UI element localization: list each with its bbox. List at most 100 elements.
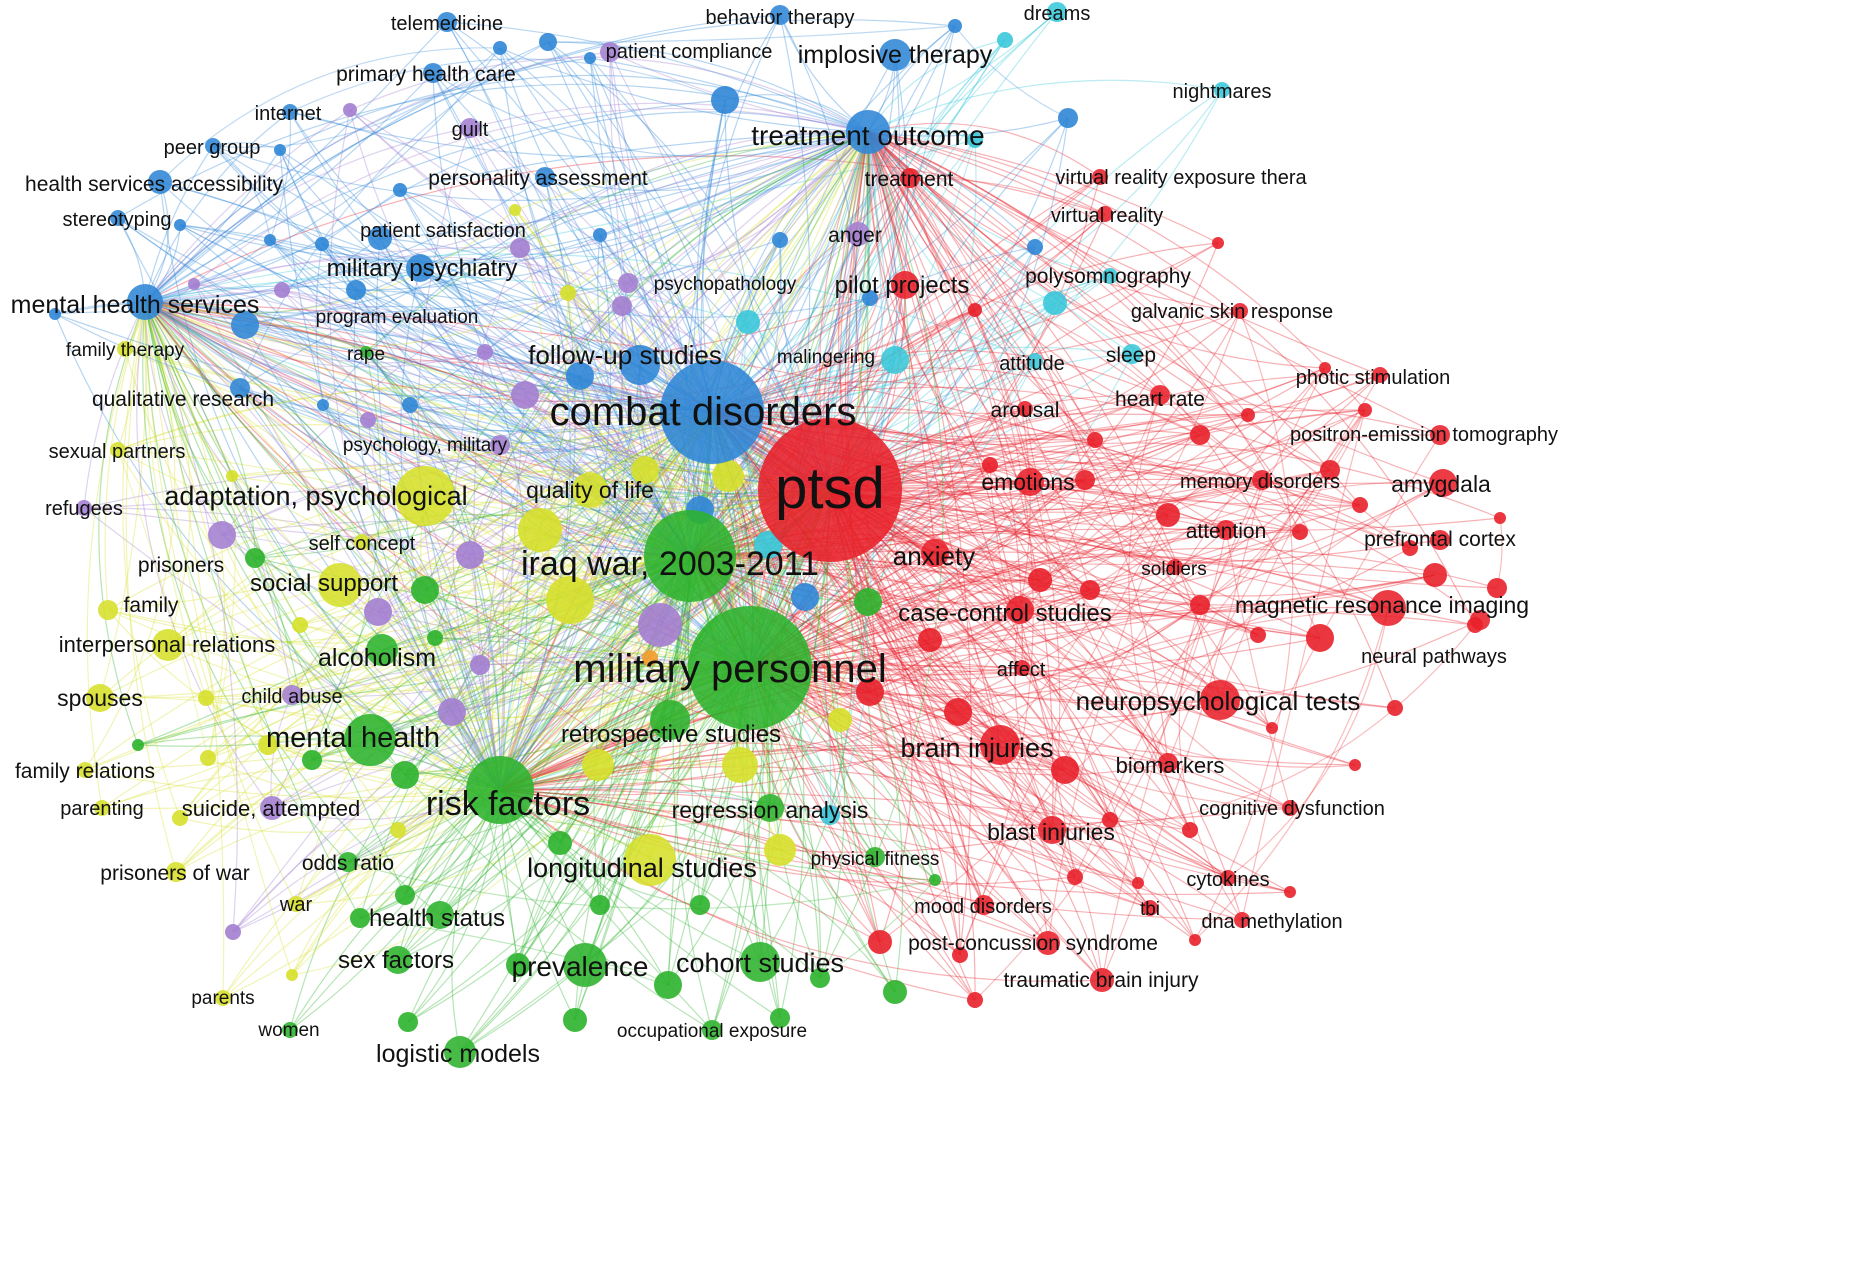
network-edge <box>349 109 691 557</box>
network-edge <box>867 131 1441 436</box>
network-edge <box>867 131 1201 606</box>
network-edge <box>499 789 936 881</box>
network-edge <box>749 310 1241 669</box>
node-dreams <box>1047 2 1067 22</box>
network-edge <box>1074 367 1326 878</box>
node-dot <box>722 747 758 783</box>
node-virtual-reality <box>1097 206 1113 222</box>
label-occupational-exposure: occupational exposure <box>617 1021 807 1042</box>
node-dot <box>968 303 982 317</box>
network-edge <box>689 555 1291 809</box>
network-edge <box>1159 394 1411 549</box>
network-edge <box>867 131 1326 369</box>
network-edge <box>954 25 1069 119</box>
network-edge <box>295 411 713 905</box>
network-edge <box>329 109 501 791</box>
label-interpersonal-relations: interpersonal relations <box>59 632 275 657</box>
network-edge <box>829 489 1191 831</box>
network-edge <box>144 301 233 477</box>
network-edge <box>867 131 896 361</box>
label-galvanic-skin-response: galvanic skin response <box>1131 301 1333 323</box>
network-edge <box>179 411 713 819</box>
network-edge <box>499 789 1243 921</box>
network-edge <box>239 387 713 444</box>
network-edge <box>144 301 453 713</box>
node-women <box>282 1022 298 1038</box>
network-edge <box>1047 514 1169 944</box>
node-dot <box>1292 524 1308 540</box>
network-edge <box>144 301 896 414</box>
node-dot <box>929 874 941 886</box>
network-edge <box>584 489 831 966</box>
network-edge <box>299 624 501 791</box>
network-edge <box>904 284 1161 396</box>
network-edge <box>289 555 691 1031</box>
label-women: women <box>257 1020 319 1041</box>
network-edge <box>867 131 936 554</box>
network-edge <box>179 555 691 819</box>
network-edge <box>711 411 805 1019</box>
label-longitudinal-studies: longitudinal studies <box>527 853 757 883</box>
network-edge <box>957 607 1389 713</box>
network-edge <box>205 489 831 699</box>
network-edge <box>125 301 177 873</box>
network-edge <box>867 131 1273 729</box>
network-edge <box>451 789 501 1053</box>
network-edge <box>519 131 869 249</box>
network-edge <box>144 301 297 905</box>
network-edge <box>289 789 501 1031</box>
label-internet: internet <box>255 103 322 125</box>
node-interpersonal-relations <box>152 629 184 661</box>
label-sex-factors: sex factors <box>338 947 454 974</box>
network-edge <box>281 289 691 557</box>
network-edge <box>867 131 1066 771</box>
network-edge <box>847 131 871 693</box>
network-edge <box>451 131 869 713</box>
network-edge <box>711 411 1263 481</box>
network-edge <box>322 404 751 669</box>
network-edge <box>339 131 869 586</box>
node-behavior-therapy <box>770 5 790 25</box>
network-edge <box>107 411 713 611</box>
network-edge <box>221 534 751 672</box>
network-edge <box>409 131 869 406</box>
node-magnetic-resonance-imaging <box>1370 590 1406 626</box>
network-edge <box>144 301 436 639</box>
network-edge <box>867 131 1036 362</box>
network-edge <box>1178 604 1243 921</box>
network-edge <box>689 176 1101 557</box>
network-edge <box>689 139 976 557</box>
network-edge <box>867 131 976 311</box>
node-photic-stimulation <box>1372 367 1388 383</box>
network-edge <box>1101 479 1263 981</box>
node-treatment <box>900 168 920 188</box>
node-dot <box>944 698 972 726</box>
network-edge <box>144 301 426 591</box>
label-malingering: malingering <box>777 347 875 368</box>
network-edge <box>355 289 831 491</box>
network-edge <box>239 131 869 389</box>
network-edge <box>179 489 831 819</box>
network-edge <box>281 289 713 413</box>
label-dreams: dreams <box>1024 3 1091 25</box>
network-edge <box>829 374 1381 513</box>
network-edge <box>175 663 751 873</box>
network-edge <box>142 301 349 863</box>
node-child-abuse <box>282 685 302 705</box>
network-edge <box>499 177 911 791</box>
node-dot <box>1284 886 1296 898</box>
network-edge <box>687 555 701 906</box>
network-edge <box>144 301 501 791</box>
network-edge <box>432 72 713 413</box>
network-edge <box>144 301 1291 893</box>
network-edge <box>711 411 1169 516</box>
network-edge <box>829 451 1411 549</box>
node-amygdala <box>1429 469 1457 497</box>
node-dot <box>402 397 418 413</box>
network-edge <box>711 411 976 1001</box>
network-edge <box>144 301 661 626</box>
network-edge <box>144 301 191 646</box>
network-edge <box>1241 409 1366 921</box>
network-edge <box>867 131 1396 709</box>
network-edge <box>867 131 1023 669</box>
